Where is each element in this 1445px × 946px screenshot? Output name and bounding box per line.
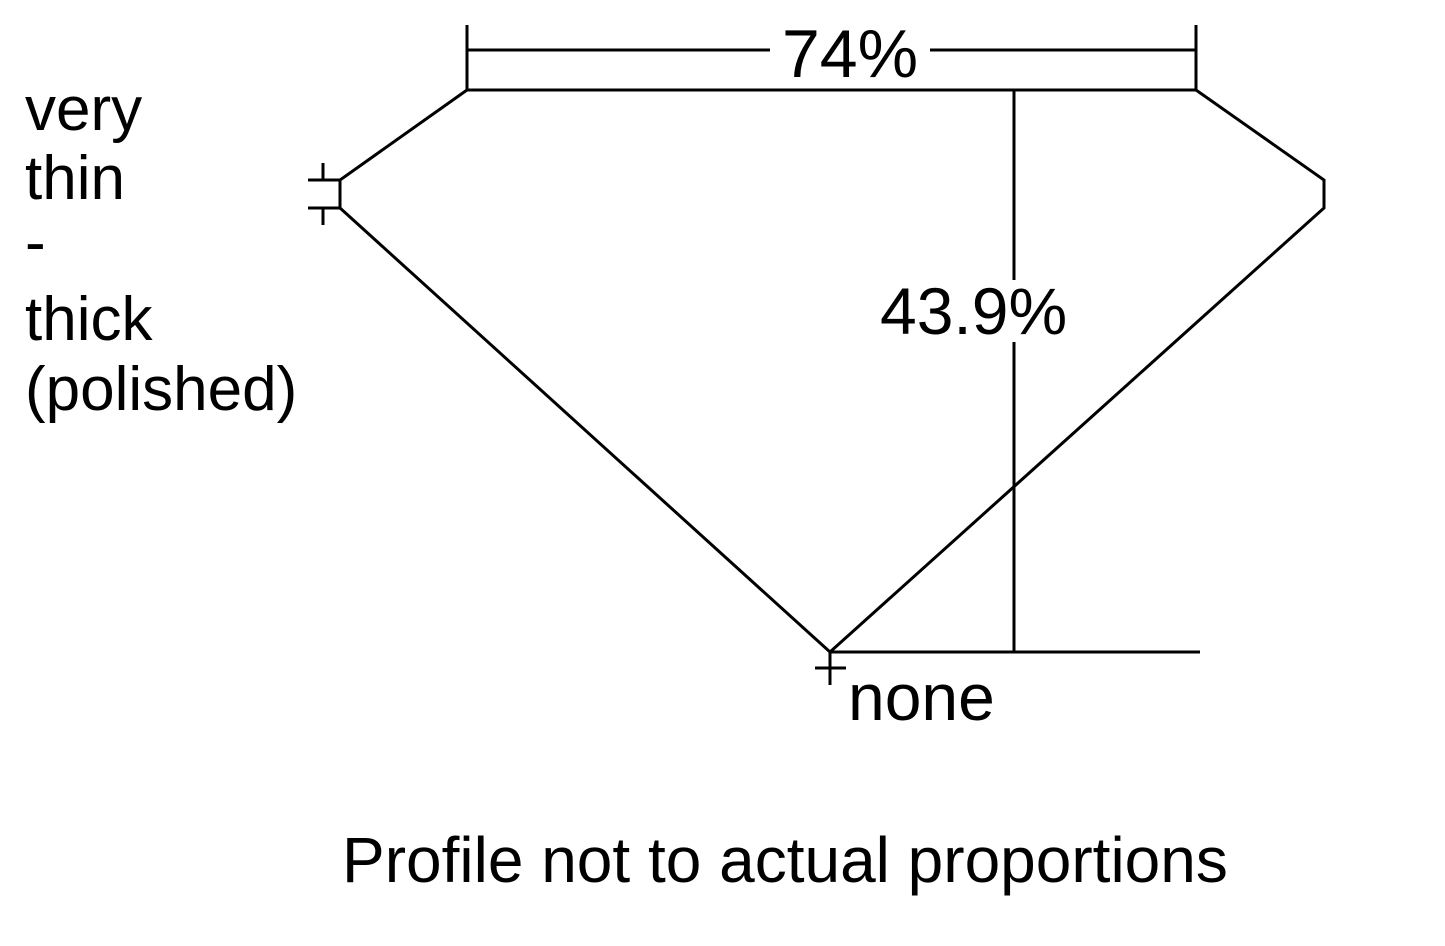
girdle-label-line: (polished) xyxy=(25,355,297,424)
girdle-marks xyxy=(308,163,340,225)
depth-dimension: 43.9% xyxy=(830,90,1200,654)
table-width-dimension: 74% xyxy=(465,16,1198,92)
diamond-outline xyxy=(338,88,1326,655)
caption: Profile not to actual proportions xyxy=(342,824,1228,896)
table-width-label: 74% xyxy=(782,16,918,92)
girdle-label-line: thick xyxy=(25,285,153,354)
girdle-label-line: very xyxy=(25,75,142,144)
culet-label: none xyxy=(848,660,995,734)
girdle-label: very thin - thick (polished) xyxy=(25,75,297,424)
girdle-label-line: thin xyxy=(25,144,125,213)
total-depth-label: 43.9% xyxy=(880,274,1067,348)
girdle-label-line: - xyxy=(25,208,46,277)
culet-mark xyxy=(815,652,846,685)
